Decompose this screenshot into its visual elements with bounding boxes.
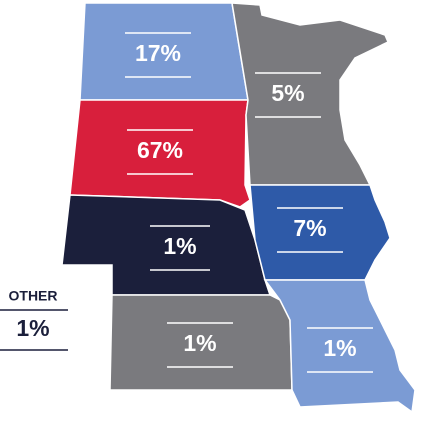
state-label: 67% xyxy=(137,137,183,163)
state-label: 1% xyxy=(183,330,216,356)
state xyxy=(61,194,272,296)
state-label: 1% xyxy=(323,335,356,361)
state-label: 17% xyxy=(135,40,181,66)
state-label: 1% xyxy=(163,233,196,259)
state-shapes xyxy=(61,2,416,414)
other-label: 1% xyxy=(16,315,49,341)
state-labels: 17% 67% 1% 1% 5% 7% 1% xyxy=(125,32,373,373)
other-title: OTHER xyxy=(9,288,58,304)
state-label: 5% xyxy=(271,80,304,106)
state-label: 7% xyxy=(293,215,326,241)
state xyxy=(231,2,389,186)
state xyxy=(263,279,416,414)
